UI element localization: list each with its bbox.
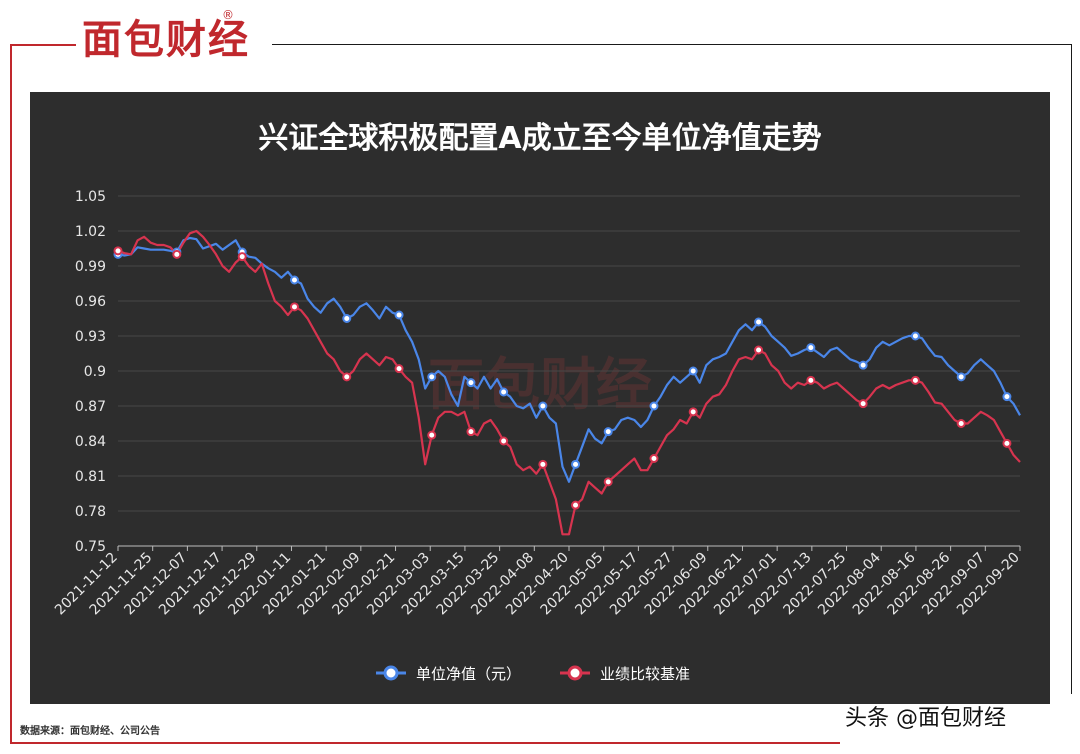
legend-item-nav[interactable]: 单位净值（元）: [376, 665, 521, 683]
data-point-marker[interactable]: [342, 314, 352, 323]
data-source-note: 数据来源：面包财经、公司公告: [20, 726, 160, 737]
data-point-marker[interactable]: [571, 500, 581, 510]
data-point-marker[interactable]: [956, 372, 966, 382]
frame-left: [10, 44, 12, 744]
nav-chart: 面包财经 兴证全球积极配置A成立至今单位净值走势 1.051.020.990.9…: [52, 121, 1023, 683]
data-point-marker[interactable]: [499, 436, 509, 446]
chart-panel: 面包财经 兴证全球积极配置A成立至今单位净值走势 1.05 1.02 0.99 0.9…: [30, 92, 1050, 704]
chart-title: 兴证全球积极配置A成立至今单位净值走势: [258, 121, 821, 156]
data-point-marker[interactable]: [342, 372, 352, 382]
data-point-marker[interactable]: [1002, 438, 1012, 448]
data-point-marker[interactable]: [910, 331, 920, 341]
series-lines: [113, 229, 1021, 536]
data-point-marker[interactable]: [603, 427, 613, 437]
grid-lines: [118, 195, 1020, 547]
data-point-marker[interactable]: [571, 459, 581, 469]
frame-top-right: [272, 44, 1072, 45]
y-tick-label: 0.81: [75, 469, 106, 485]
data-point-marker[interactable]: [688, 407, 698, 417]
legend-marker-benchmark: [567, 665, 583, 681]
data-point-marker[interactable]: [394, 364, 404, 374]
nav-line: [117, 236, 1021, 483]
data-point-marker[interactable]: [649, 401, 659, 411]
benchmark-line: [117, 229, 1021, 536]
data-point-marker[interactable]: [466, 378, 476, 388]
data-point-marker[interactable]: [466, 427, 476, 437]
y-tick-label: 0.9: [84, 364, 106, 380]
legend-label-nav: 单位净值（元）: [416, 665, 521, 683]
data-point-marker[interactable]: [237, 252, 247, 262]
legend-label-benchmark: 业绩比较基准: [600, 665, 690, 683]
data-point-marker[interactable]: [603, 477, 613, 487]
data-point-marker[interactable]: [427, 430, 437, 440]
brand-logo: 面包财经: [78, 14, 254, 66]
data-point-marker[interactable]: [538, 401, 548, 411]
y-tick-label: 0.93: [75, 329, 106, 345]
data-point-marker[interactable]: [806, 343, 816, 353]
data-point-marker[interactable]: [394, 310, 404, 320]
y-tick-label: 0.84: [75, 434, 106, 450]
legend-item-benchmark[interactable]: 业绩比较基准: [560, 665, 690, 683]
data-point-marker[interactable]: [688, 366, 698, 376]
data-point-marker[interactable]: [289, 302, 299, 312]
data-point-marker[interactable]: [858, 360, 868, 370]
data-point-marker[interactable]: [172, 249, 182, 259]
registered-mark: ®: [222, 8, 234, 22]
y-axis: 1.05 1.02 0.99 0.96 0.93 0.9 0.87 0.84 0.81 0.78 0…: [75, 189, 106, 555]
data-point-marker[interactable]: [754, 317, 764, 327]
data-point-marker[interactable]: [858, 399, 868, 409]
legend-marker-nav: [383, 665, 399, 681]
data-point-marker[interactable]: [910, 375, 920, 385]
legend: 单位净值（元） 业绩比较基准: [376, 665, 690, 683]
data-point-marker[interactable]: [754, 345, 764, 355]
y-tick-label: 0.87: [75, 399, 106, 415]
data-point-marker[interactable]: [649, 454, 659, 463]
data-point-marker[interactable]: [289, 275, 299, 285]
y-tick-label: 0.99: [75, 259, 106, 275]
y-tick-label: 0.75: [75, 539, 106, 555]
frame-bottom: [10, 742, 840, 744]
data-point-marker[interactable]: [427, 372, 437, 382]
frame-right: [1071, 44, 1072, 694]
y-tick-label: 1.05: [75, 189, 106, 205]
y-tick-label: 0.96: [75, 294, 106, 310]
y-tick-label: 1.02: [75, 224, 106, 240]
frame-top-left: [10, 44, 76, 46]
x-axis: 2021-11-122021-11-252021-12-072021-12-17…: [52, 545, 1023, 618]
data-point-marker[interactable]: [806, 375, 816, 385]
y-tick-label: 0.78: [75, 504, 106, 520]
data-point-marker[interactable]: [499, 387, 509, 397]
platform-credit: 头条 @面包财经: [845, 706, 1006, 731]
data-point-marker[interactable]: [113, 246, 123, 256]
data-point-marker[interactable]: [538, 459, 548, 469]
data-point-marker[interactable]: [956, 419, 966, 428]
data-point-marker[interactable]: [1002, 392, 1012, 402]
